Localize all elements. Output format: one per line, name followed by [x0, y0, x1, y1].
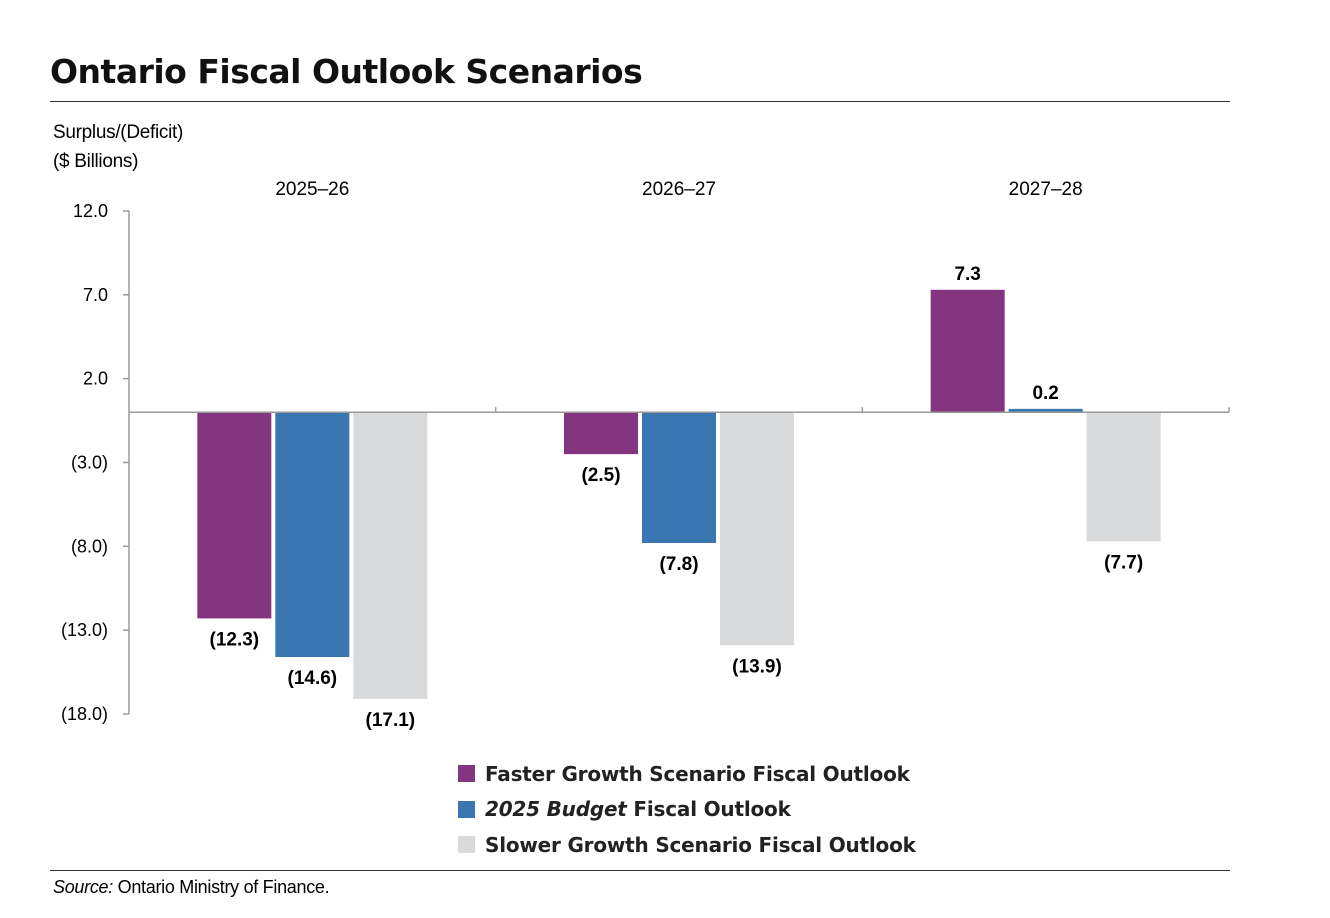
legend-label-faster-growth: Faster Growth Scenario Fiscal Outlook — [485, 761, 910, 786]
legend-label-slower-growth: Slower Growth Scenario Fiscal Outlook — [485, 832, 916, 857]
y-tick-label: 12.0 — [73, 201, 108, 221]
source-divider — [50, 870, 1230, 871]
x-category-label: 2027–28 — [1009, 179, 1083, 200]
title-divider — [50, 101, 1230, 102]
data-label: (7.7) — [1104, 552, 1143, 573]
legend-item-faster-growth: Faster Growth Scenario Fiscal Outlook — [458, 756, 916, 792]
bar — [197, 412, 272, 619]
data-label: (12.3) — [210, 629, 260, 650]
chart-title: Ontario Fiscal Outlook Scenarios — [50, 52, 643, 91]
bar — [1086, 412, 1161, 542]
y-tick-label: 2.0 — [83, 369, 108, 389]
bar — [275, 412, 350, 657]
data-label: (7.8) — [659, 554, 698, 575]
data-label: 7.3 — [954, 264, 980, 285]
legend-label-budget: 2025 Budget Fiscal Outlook — [485, 797, 791, 822]
legend-swatch-slower-growth — [458, 836, 475, 854]
data-label: (14.6) — [288, 668, 338, 689]
data-label: (2.5) — [581, 465, 620, 486]
y-tick-label: (18.0) — [61, 704, 108, 724]
bar — [1008, 408, 1083, 413]
y-axis-label-line2: ($ Billions) — [53, 151, 139, 172]
bar — [720, 412, 794, 646]
y-axis-label: Surplus/(Deficit) ($ Billions) — [53, 118, 183, 176]
data-label: (17.1) — [366, 710, 416, 731]
y-tick-label: (13.0) — [61, 620, 108, 640]
legend-item-budget: 2025 Budget Fiscal Outlook — [458, 792, 916, 828]
legend-item-slower-growth: Slower Growth Scenario Fiscal Outlook — [458, 827, 916, 863]
bar — [642, 412, 716, 543]
legend: Faster Growth Scenario Fiscal Outlook 20… — [458, 756, 916, 863]
data-label: 0.2 — [1032, 383, 1058, 404]
y-axis-label-line1: Surplus/(Deficit) — [53, 122, 184, 143]
x-category-label: 2025–26 — [275, 179, 349, 200]
y-tick-label: (3.0) — [71, 453, 108, 473]
x-category-label: 2026–27 — [642, 179, 716, 200]
data-label: (13.9) — [732, 656, 782, 677]
source-note: Source: Ontario Ministry of Finance. — [53, 877, 330, 897]
bar — [564, 412, 638, 455]
legend-swatch-budget — [458, 800, 475, 818]
y-tick-label: (8.0) — [71, 536, 108, 556]
legend-swatch-faster-growth — [458, 765, 475, 783]
bar — [930, 289, 1005, 413]
bar — [353, 412, 428, 699]
y-tick-label: 7.0 — [83, 285, 108, 305]
